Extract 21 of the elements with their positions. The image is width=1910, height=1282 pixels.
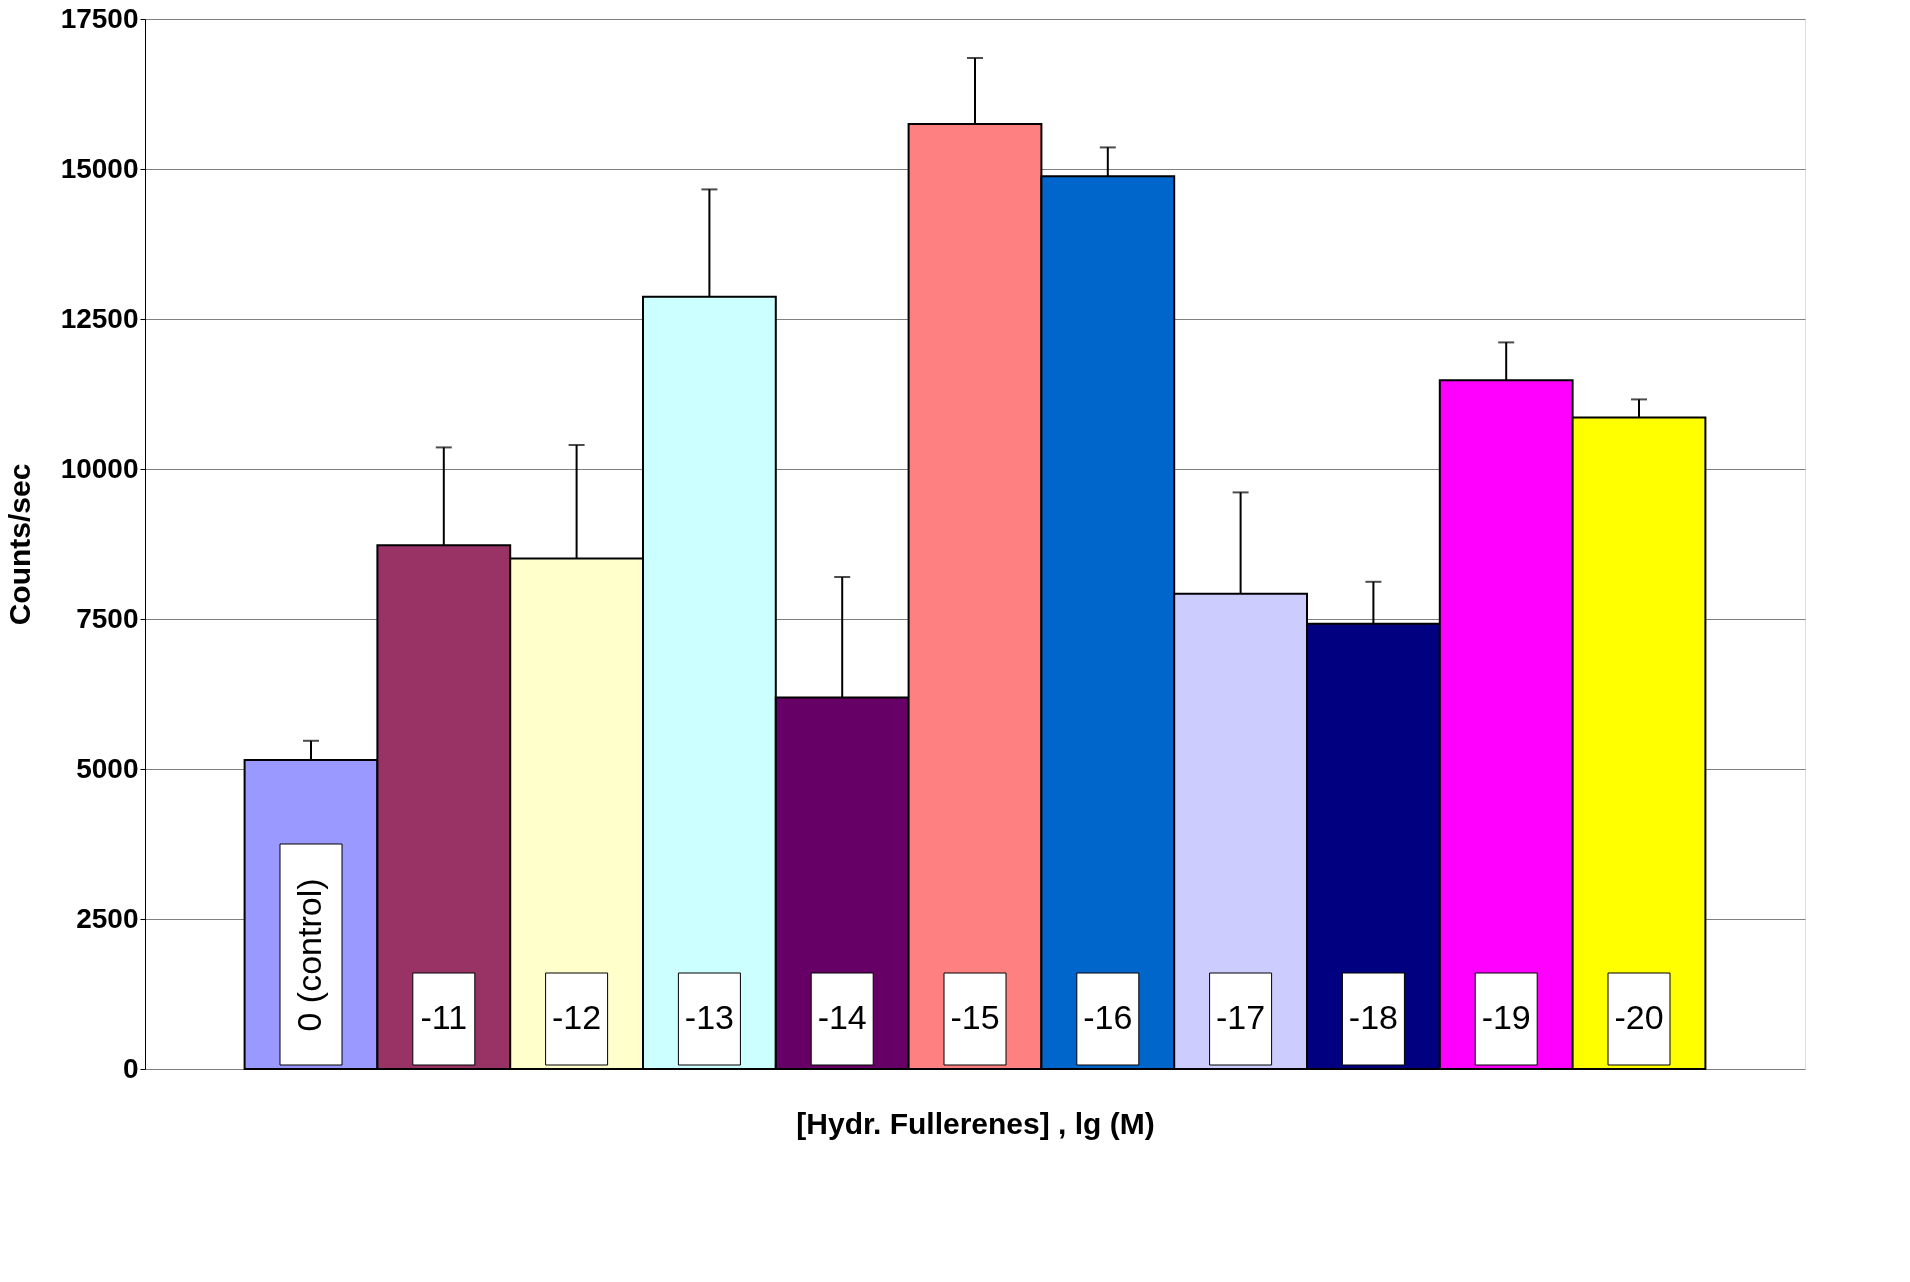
x-tick-label: -20	[1614, 998, 1664, 1036]
x-tick-label: -13	[684, 998, 734, 1036]
x-tick-label: -16	[1083, 998, 1133, 1036]
x-tick-label: -14	[817, 998, 867, 1036]
y-tick-label: 12500	[60, 302, 139, 334]
x-tick-label: -11	[420, 998, 468, 1036]
x-tick-label: 0 (control)	[290, 878, 328, 1032]
x-tick-label: -17	[1216, 998, 1266, 1036]
x-tick-label: -18	[1348, 998, 1398, 1036]
x-tick-label: -19	[1481, 998, 1531, 1036]
x-axis-title: [Hydr. Fullerenes] , lg (M)	[796, 1106, 1155, 1140]
y-tick-label: 0	[122, 1052, 139, 1084]
y-tick-label: 7500	[76, 602, 139, 634]
y-tick-label: 5000	[76, 752, 139, 784]
y-tick-label: 17500	[60, 2, 139, 34]
y-tick-label: 2500	[76, 902, 139, 934]
y-tick-label: 10000	[60, 452, 139, 484]
x-tick-label: -12	[552, 998, 602, 1036]
y-tick-label: 15000	[60, 152, 139, 184]
x-tick-label: -15	[950, 998, 1000, 1036]
y-axis-title: Counts/sec	[2, 463, 36, 626]
